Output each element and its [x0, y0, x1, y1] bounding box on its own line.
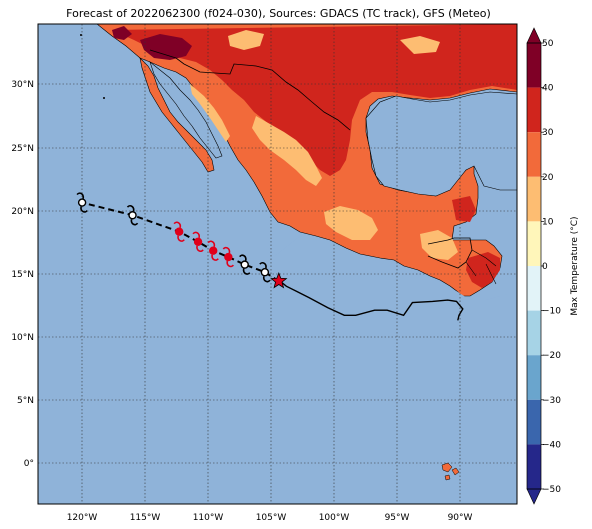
- colorbar-ticks: 50 40 30 20 10 0 −10 −20 −30 −40 −50: [541, 39, 561, 495]
- colorbar-band: [527, 399, 541, 445]
- y-axis-ticks: 30°N 25°N 20°N 15°N 10°N 5°N 0°: [11, 80, 34, 469]
- colorbar-tick-label: −30: [542, 396, 561, 406]
- colorbar-band: [527, 310, 541, 356]
- hot-zone-yucatan: [452, 196, 476, 222]
- galapagos-islands: [441, 462, 460, 481]
- colorbar-tick-label: −20: [542, 351, 561, 361]
- cool-zone-central: [252, 116, 322, 186]
- colorbar-band: [527, 444, 541, 489]
- colorbar-band: [527, 355, 541, 400]
- colorbar-tick-label: −40: [542, 440, 561, 450]
- hurricane-symbol-icon: [222, 246, 235, 268]
- map-frame: [37, 23, 518, 505]
- us-mexico-border: [149, 49, 351, 131]
- x-tick-label: 100°W: [319, 513, 350, 523]
- cool-zone-north: [228, 30, 264, 50]
- colorbar-tick-label: 0: [542, 262, 548, 272]
- colorbar-band: [527, 132, 541, 177]
- colorbar-tick-label: 30: [542, 128, 554, 138]
- colorbar-bands: [527, 43, 541, 489]
- y-tick-label: 30°N: [11, 80, 34, 90]
- y-tick-label: 15°N: [11, 270, 34, 280]
- cool-zone-guatemala: [420, 230, 458, 260]
- colorbar-band: [527, 87, 541, 133]
- colorbar-tick-label: −10: [542, 307, 561, 317]
- map-panel: [37, 23, 518, 505]
- hurricane-symbol-icon: [207, 240, 219, 261]
- gridlines: [38, 24, 517, 504]
- hot-zone-east: [466, 252, 500, 288]
- observed-track-line: [279, 280, 464, 321]
- x-tick-label: 110°W: [193, 513, 224, 523]
- cool-zone-north-2: [400, 36, 440, 54]
- current-position-star-icon: [270, 271, 288, 289]
- y-tick-label: 10°N: [11, 333, 34, 343]
- x-tick-label: 95°W: [385, 513, 410, 523]
- figure-title: Forecast of 2022062300 (f024-030), Sourc…: [66, 7, 491, 20]
- gulf-of-california: [149, 61, 223, 159]
- colorbar-band: [527, 176, 541, 222]
- y-tick-label: 5°N: [17, 396, 34, 406]
- x-tick-label: 105°W: [256, 513, 287, 523]
- tc-track: [76, 192, 464, 321]
- y-tick-label: 0°: [24, 459, 34, 469]
- land-temperature-fill: [38, 24, 517, 504]
- colorbar-label: Max Temperature (°C): [570, 216, 580, 315]
- colorbar-band: [527, 43, 541, 88]
- hurricane-symbol-icon: [192, 231, 204, 253]
- colorbar-tick-label: 20: [542, 173, 554, 183]
- colorbar-tick-label: 10: [542, 217, 554, 227]
- gulf-of-mexico: [365, 91, 517, 197]
- storm-symbol-icon: [259, 262, 271, 283]
- colorbar-band: [527, 266, 541, 311]
- colorbar-extend-bottom: [526, 488, 542, 505]
- hurricane-symbol-icon: [173, 221, 185, 242]
- x-tick-label: 115°W: [130, 513, 161, 523]
- hottest-zone: [140, 34, 192, 60]
- cool-zone-sierra: [190, 84, 230, 142]
- y-tick-label: 20°N: [11, 207, 34, 217]
- colorbar-tick-label: 40: [542, 84, 554, 94]
- colorbar-tick-label: 50: [542, 39, 554, 49]
- colorbar-tick-label: −50: [542, 485, 561, 495]
- colorbar-band: [527, 221, 541, 266]
- colorbar: 50 40 30 20 10 0 −10 −20 −30 −40 −50 Max Temperatu…: [526, 27, 580, 505]
- x-tick-label: 120°W: [67, 513, 98, 523]
- cool-zone-south: [324, 206, 378, 240]
- island: [80, 34, 82, 36]
- hot-zone-north: [112, 24, 517, 176]
- x-tick-label: 90°W: [448, 513, 473, 523]
- storm-symbol-icon: [239, 254, 251, 275]
- storm-symbol-icon: [76, 192, 88, 213]
- revillagigedo-island: [103, 97, 105, 99]
- y-tick-label: 25°N: [11, 144, 34, 154]
- land-baja-california: [139, 57, 215, 173]
- storm-symbol-icon: [126, 205, 139, 226]
- colorbar-extend-top: [526, 27, 542, 44]
- hottest-zone-2: [112, 26, 132, 40]
- x-axis-ticks: 120°W 115°W 110°W 105°W 100°W 95°W 90°W: [67, 513, 473, 523]
